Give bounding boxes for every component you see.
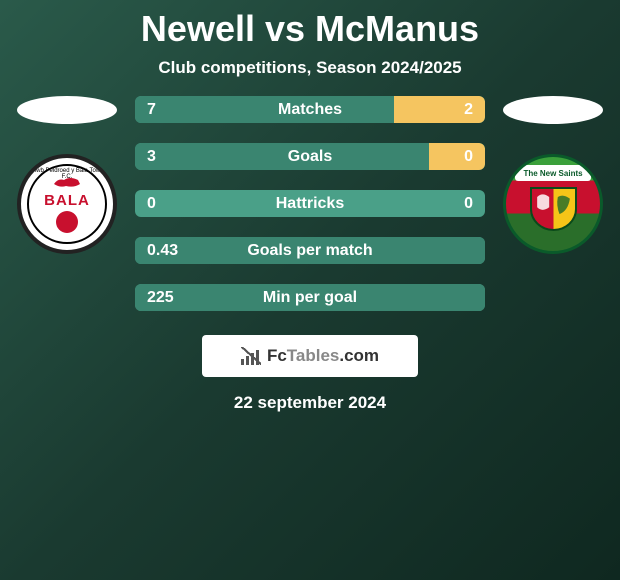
team1-badge-inner: Clwb Peldroed y Bala Town F.C. BALA xyxy=(27,164,108,245)
shield-icon xyxy=(530,187,577,231)
date-label: 22 september 2024 xyxy=(234,393,386,413)
right-column: The New Saints xyxy=(503,96,603,254)
stat-label: Hattricks xyxy=(135,195,485,213)
stats-column: 7Matches23Goals00Hattricks00.43Goals per… xyxy=(135,96,485,311)
main-row: Clwb Peldroed y Bala Town F.C. BALA 7Mat… xyxy=(0,96,620,311)
logo-part2: Tables xyxy=(287,346,340,365)
team2-badge[interactable]: The New Saints xyxy=(503,154,603,254)
logo-part1: Fc xyxy=(267,346,287,365)
stat-value-right: 0 xyxy=(464,148,473,166)
team1-badge[interactable]: Clwb Peldroed y Bala Town F.C. BALA xyxy=(17,154,117,254)
stat-label: Goals xyxy=(135,148,485,166)
player1-name: Newell xyxy=(141,8,255,49)
team1-badge-text: BALA xyxy=(44,192,90,209)
stat-row: 0.43Goals per match xyxy=(135,237,485,264)
stat-label: Goals per match xyxy=(135,242,485,260)
soccer-ball-icon xyxy=(56,211,78,233)
stat-row: 7Matches2 xyxy=(135,96,485,123)
team2-banner: The New Saints xyxy=(515,165,590,181)
stat-value-right: 0 xyxy=(464,195,473,213)
stat-row: 0Hattricks0 xyxy=(135,190,485,217)
left-column: Clwb Peldroed y Bala Town F.C. BALA xyxy=(17,96,117,254)
stat-row: 3Goals0 xyxy=(135,143,485,170)
player2-avatar-placeholder xyxy=(503,96,603,124)
comparison-widget: Newell vs McManus Club competitions, Sea… xyxy=(0,0,620,413)
logo-part3: .com xyxy=(339,346,379,365)
fctables-logo[interactable]: FcTables.com xyxy=(202,335,418,377)
player1-avatar-placeholder xyxy=(17,96,117,124)
stat-label: Min per goal xyxy=(135,289,485,307)
player2-name: McManus xyxy=(315,8,479,49)
subtitle: Club competitions, Season 2024/2025 xyxy=(158,58,461,78)
chart-icon xyxy=(241,347,261,365)
logo-text: FcTables.com xyxy=(267,346,379,366)
stat-value-right: 2 xyxy=(464,101,473,119)
page-title: Newell vs McManus xyxy=(141,8,479,50)
team1-ring-text: Clwb Peldroed y Bala Town F.C. xyxy=(29,168,106,180)
stat-label: Matches xyxy=(135,101,485,119)
stat-row: 225Min per goal xyxy=(135,284,485,311)
vs-separator: vs xyxy=(265,8,305,49)
